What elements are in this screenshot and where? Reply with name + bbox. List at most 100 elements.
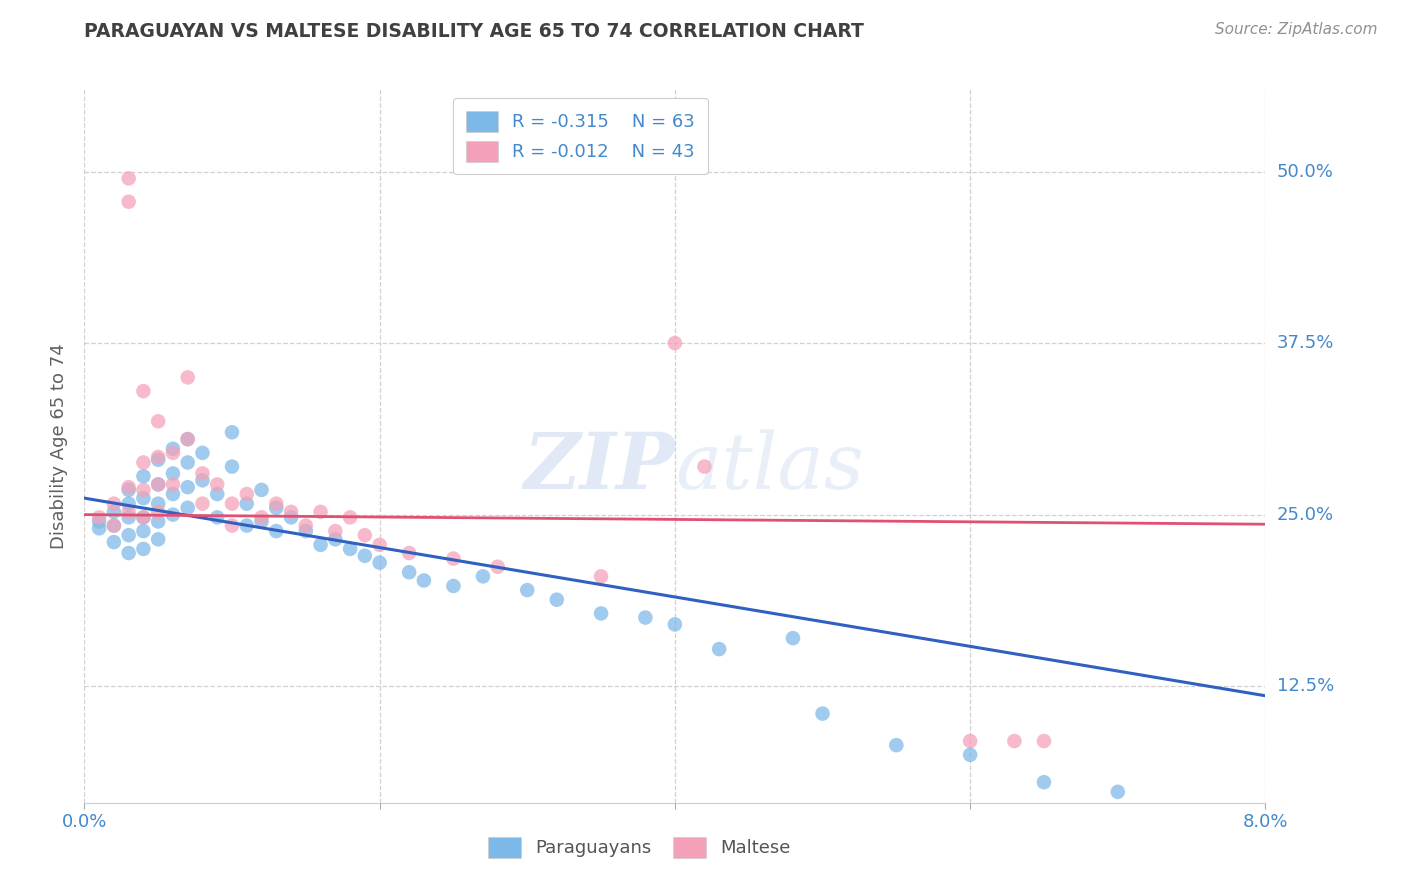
Point (1107, 785, 1129, 799)
Point (87, 521, 111, 535)
Point (177, 432, 200, 446)
Point (591, 569, 613, 583)
Point (443, 579, 465, 593)
Point (177, 455, 200, 469)
Point (118, 505, 141, 519)
Point (221, 459, 243, 474)
Legend: Paraguayans, Maltese: Paraguayans, Maltese (481, 830, 797, 865)
Point (162, 487, 184, 501)
Point (205, 510, 228, 524)
Point (413, 574, 436, 588)
Point (693, 459, 716, 474)
Point (323, 533, 347, 547)
Point (162, 508, 184, 522)
Point (118, 497, 141, 511)
Point (664, 617, 686, 632)
Point (354, 549, 377, 563)
Point (546, 592, 568, 607)
Point (118, 546, 141, 560)
Point (309, 538, 332, 552)
Point (118, 171, 141, 186)
Point (959, 747, 981, 762)
Point (103, 505, 125, 519)
Point (1032, 734, 1054, 748)
Point (221, 518, 243, 533)
Point (339, 541, 361, 556)
Point (148, 477, 170, 491)
Point (191, 497, 214, 511)
Point (264, 497, 288, 511)
Point (132, 469, 155, 483)
Point (103, 535, 125, 549)
Point (148, 452, 170, 467)
Point (221, 425, 243, 440)
Point (118, 480, 141, 494)
Point (132, 510, 155, 524)
Point (132, 455, 155, 469)
Point (398, 546, 420, 560)
Point (782, 631, 804, 645)
Point (177, 370, 200, 384)
Point (250, 515, 273, 529)
Point (132, 384, 155, 398)
Point (162, 442, 184, 456)
Point (205, 487, 228, 501)
Point (103, 518, 125, 533)
Point (280, 510, 302, 524)
Point (486, 559, 509, 574)
Point (148, 450, 170, 464)
Point (250, 510, 273, 524)
Point (235, 487, 259, 501)
Point (118, 194, 141, 209)
Point (103, 497, 125, 511)
Point (959, 734, 981, 748)
Point (148, 497, 170, 511)
Point (664, 336, 686, 351)
Text: ZIP: ZIP (523, 429, 675, 506)
Point (191, 473, 214, 487)
Text: Source: ZipAtlas.com: Source: ZipAtlas.com (1215, 22, 1378, 37)
Y-axis label: Disability Age 65 to 74: Disability Age 65 to 74 (51, 343, 69, 549)
Point (811, 706, 834, 721)
Point (177, 432, 200, 446)
Point (295, 524, 318, 538)
Point (118, 483, 141, 497)
Point (191, 446, 214, 460)
Point (205, 477, 228, 491)
Point (1032, 775, 1054, 789)
Point (472, 569, 495, 583)
Point (148, 505, 170, 519)
Point (368, 556, 391, 570)
Point (398, 566, 420, 580)
Point (103, 518, 125, 533)
Point (162, 477, 184, 491)
Text: 12.5%: 12.5% (1277, 677, 1334, 695)
Point (280, 505, 302, 519)
Point (235, 497, 259, 511)
Point (443, 551, 465, 566)
Point (148, 477, 170, 491)
Point (250, 483, 273, 497)
Point (221, 497, 243, 511)
Point (1004, 734, 1026, 748)
Point (264, 500, 288, 515)
Text: 37.5%: 37.5% (1277, 334, 1334, 352)
Point (339, 510, 361, 524)
Point (591, 607, 613, 621)
Point (148, 515, 170, 529)
Point (368, 538, 391, 552)
Text: PARAGUAYAN VS MALTESE DISABILITY AGE 65 TO 74 CORRELATION CHART: PARAGUAYAN VS MALTESE DISABILITY AGE 65 … (84, 22, 865, 41)
Point (148, 533, 170, 547)
Point (132, 524, 155, 538)
Point (118, 510, 141, 524)
Point (177, 500, 200, 515)
Point (634, 610, 657, 624)
Point (162, 446, 184, 460)
Point (235, 518, 259, 533)
Point (516, 583, 538, 598)
Point (132, 541, 155, 556)
Point (87, 510, 111, 524)
Point (191, 467, 214, 481)
Point (309, 505, 332, 519)
Point (323, 524, 347, 538)
